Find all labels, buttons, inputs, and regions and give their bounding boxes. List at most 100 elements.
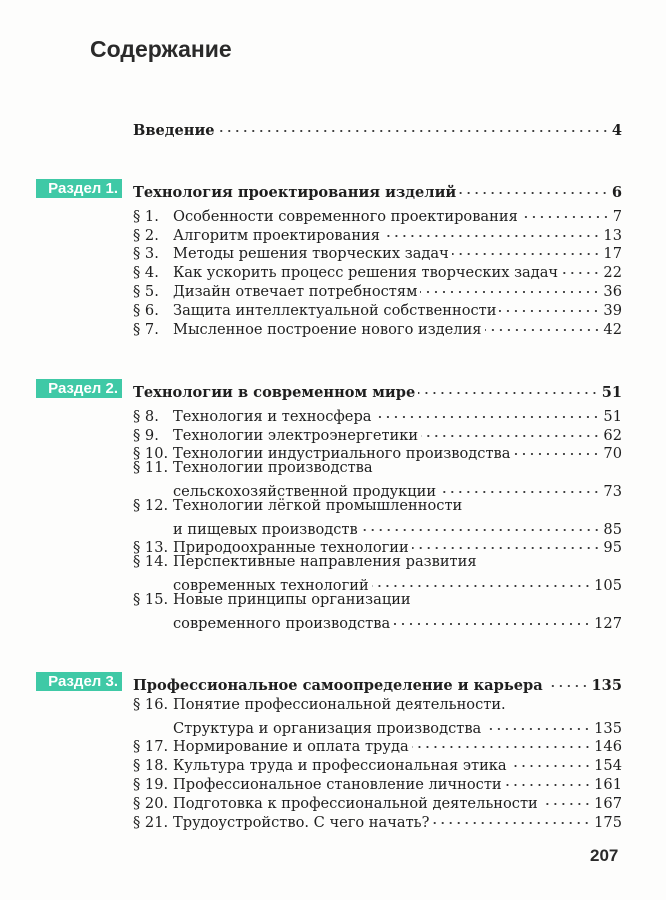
toc-entry[interactable]: и пищевых производств 85 [133,514,622,538]
dot-leader [459,178,609,197]
toc-entry[interactable]: § 14. Перспективные направления развития [133,552,622,571]
entry-page: 51 [603,407,622,425]
toc-entry[interactable]: § 17. Нормирование и оплата труда 146 [133,732,622,755]
dot-leader [513,439,601,459]
toc-entry[interactable]: § 16. Понятие профессиональной деятельнос… [133,695,622,714]
entry-page: 13 [603,226,622,244]
entry-number: § 1. [133,207,159,225]
entry-title: Структура и организация производства [173,719,482,737]
toc-entry[interactable]: § 20. Подготовка к профессиональной деяте… [133,788,622,812]
entry-number: § 8. [133,407,159,425]
toc-entry[interactable]: § 19. Профессиональное становление личнос… [133,770,622,793]
entry-number: § 14. [133,553,169,571]
section-title: Технология проектирования изделий [133,184,457,201]
entry-page: 154 [594,757,622,775]
toc-entry[interactable]: § 21. Трудоустройство. С чего начать? 175 [133,807,622,831]
toc-entry[interactable]: § 6. Защита интеллектуальной собственност… [133,295,622,319]
toc-entry[interactable]: § 7. Мысленное построение нового изделия 4… [133,314,622,338]
toc-entry-intro[interactable]: Введение 4 [133,116,622,139]
entry-title: Особенности современного проектирования [173,207,518,225]
toc-entry[interactable]: § 18. Культура труда и профессиональная э… [133,751,622,774]
entry-title: Профессиональное становление личности [173,776,502,793]
entry-page: 42 [603,320,622,338]
toc-entry[interactable]: § 3. Методы решения творческих задач 17 [133,239,622,262]
toc-entry[interactable]: § 12. Технологии лёгкой промышленности [133,496,622,515]
entry-title: Перспективные направления развития [173,553,477,571]
section-heading[interactable]: Технологии в современном мире 51 [133,378,622,401]
toc-entry[interactable]: современных технологий 105 [133,571,622,594]
entry-title: современного производства [173,614,391,632]
dot-leader [484,314,601,334]
dot-leader [439,477,601,496]
entry-title: Алгоритм проектирования [173,226,381,244]
toc-entry[interactable]: § 9. Технологии электроэнергетики 62 [133,420,622,444]
entry-page: 39 [603,301,622,319]
dot-leader [420,277,601,296]
entry-page: 167 [594,794,622,812]
page-number: 207 [590,846,619,865]
dot-leader [217,116,609,135]
entry-title: Новые принципы организации [173,590,411,608]
toc-entry[interactable]: § 13. Природоохранные технологии 95 [133,533,622,556]
entry-title: Дизайн отвечает потребностям [173,283,418,300]
entry-title: современных технологий [173,577,369,594]
dot-leader [484,713,592,733]
dot-leader [520,201,610,221]
section-badge: Раздел 1. [36,179,122,198]
section-heading[interactable]: Технология проектирования изделий 6 [133,178,622,201]
entry-page: 70 [603,445,622,463]
entry-number: § 10. [133,445,169,463]
section-page: 51 [601,384,622,401]
toc-entry[interactable]: сельскохозяйственной продукции 73 [133,477,622,500]
toc-entry[interactable]: § 11. Технологии производства [133,458,622,477]
dot-leader [509,751,592,771]
entry-title: Введение [133,122,215,139]
dot-leader [540,788,592,808]
dot-leader [432,807,592,827]
entry-number: § 17. [133,738,169,756]
entry-page: 135 [594,719,622,737]
entry-page: 17 [603,245,622,263]
entry-number: § 11. [133,459,169,477]
entry-title: Технологии производства [173,459,373,477]
toc-entry[interactable]: § 8. Технология и техносфера 51 [133,401,622,425]
dot-leader [383,220,601,240]
entry-number: § 13. [133,539,169,557]
entry-title: сельскохозяйственной продукции [173,483,437,500]
entry-title: Культура труда и профессиональная этика [173,757,507,775]
dot-leader [545,671,589,690]
entry-title: и пищевых производств [173,520,358,538]
entry-page: 85 [603,520,622,538]
toc-entry[interactable]: § 2. Алгоритм проектирования 13 [133,220,622,244]
toc-entry[interactable]: § 10. Технологии индустриального производ… [133,439,622,462]
dot-leader [499,295,601,315]
toc-entry[interactable]: § 1. Особенности современного проектирова… [133,201,622,225]
entry-title: Методы решения творческих задач [173,245,449,263]
section-badge: Раздел 3. [36,672,122,691]
entry-number: § 7. [133,320,159,338]
entry-page: 36 [603,283,622,300]
entry-title: Технологии индустриального производства [173,445,511,463]
toc-entry[interactable]: § 5. Дизайн отвечает потребностям 36 [133,277,622,300]
toc-entry[interactable]: Структура и организация производства 135 [133,713,622,737]
entry-title: Трудоустройство. С чего начать? [173,813,430,831]
dot-leader [451,239,601,259]
entry-number: § 2. [133,226,159,244]
entry-title: Мысленное построение нового изделия [173,320,482,338]
entry-title: Как ускорить процесс решения творческих … [173,264,559,282]
toc-entry[interactable]: § 4. Как ускорить процесс решения творчес… [133,258,622,281]
dot-leader [393,608,592,628]
entry-number: § 6. [133,301,159,319]
entry-page: 62 [603,426,622,444]
entry-title: Подготовка к профессиональной деятельнос… [173,794,538,812]
entry-number: § 20. [133,794,169,812]
toc-entry[interactable]: § 15. Новые принципы организации [133,590,622,609]
toc-entry[interactable]: современного производства 127 [133,608,622,632]
entry-number: § 21. [133,813,169,831]
entry-page: 73 [603,483,622,500]
entry-title: Природоохранные технологии [173,539,409,557]
section-heading[interactable]: Профессиональное самоопределение и карье… [133,671,622,694]
entry-title: Технологии лёгкой промышленности [173,496,463,514]
entry-page: 22 [603,264,622,282]
entry-number: § 4. [133,264,159,282]
